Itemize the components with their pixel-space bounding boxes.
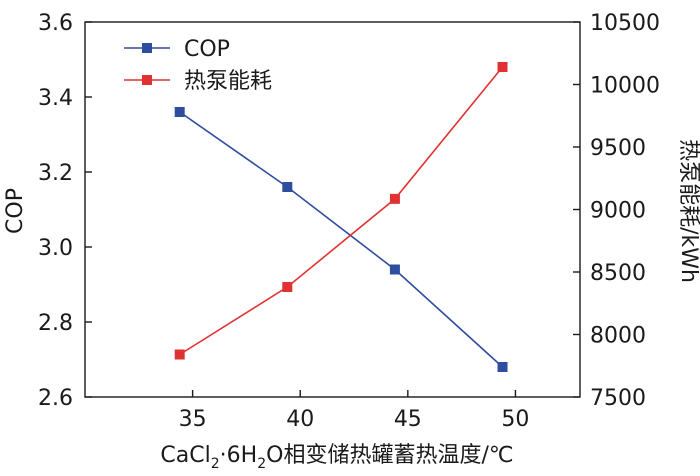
- y-right-axis-title: 热泵能耗/kWh: [676, 139, 700, 283]
- y-left-tick-label: 2.6: [38, 386, 73, 411]
- data-point-energy: [497, 62, 508, 72]
- y-right-tick-label: 9000: [590, 199, 646, 224]
- x-tick-label: 45: [394, 407, 422, 432]
- legend-label-cop: COP: [184, 37, 230, 62]
- series-line-cop: [179, 111, 504, 368]
- x-title-mid: ·6H: [220, 443, 258, 468]
- y-right-tick-label: 10000: [590, 74, 660, 99]
- y-left-tick-label: 2.8: [38, 311, 73, 336]
- x-axis-title: CaCl2·6H2O相变储热罐蓄热温度/℃: [160, 443, 513, 472]
- data-point-cop: [174, 107, 185, 117]
- legend-marker-energy: [142, 75, 152, 85]
- y-right-tick-label: 10500: [590, 11, 660, 36]
- y-left-axis-title: COP: [3, 188, 28, 234]
- series-line-energy: [179, 66, 504, 356]
- y-left-tick-label: 3.2: [38, 161, 73, 186]
- legend-marker-cop: [142, 43, 152, 53]
- y-right-tick-label: 8000: [590, 324, 646, 349]
- x-title-prefix: CaCl: [160, 443, 210, 468]
- data-point-energy: [282, 282, 293, 292]
- data-point-energy: [389, 193, 400, 204]
- legend-label-energy: 热泵能耗: [184, 69, 272, 94]
- y-right-tick-label: 9500: [590, 136, 646, 161]
- legend: COP 热泵能耗: [124, 37, 272, 94]
- x-title-suffix: O相变储热罐蓄热温度/℃: [266, 443, 513, 468]
- series-layer: [174, 62, 508, 372]
- y-right-tick-label: 7500: [590, 386, 646, 411]
- y-left-tick-label: 3.4: [38, 86, 73, 111]
- y-axis-left: 2.6 2.8 3.0 3.2 3.4 3.6: [38, 11, 92, 411]
- data-point-cop: [282, 182, 293, 192]
- x-title-sub1: 2: [211, 456, 220, 472]
- x-tick-label: 40: [286, 407, 314, 432]
- data-point-cop: [497, 362, 508, 372]
- data-point-energy: [174, 349, 185, 360]
- x-tick-label: 50: [501, 407, 529, 432]
- y-left-tick-label: 3.0: [38, 236, 73, 261]
- x-axis: 35 40 45 50: [179, 390, 529, 432]
- data-point-cop: [389, 264, 400, 275]
- plot-border: [84, 21, 581, 398]
- x-title-sub2: 2: [257, 456, 266, 472]
- y-left-tick-label: 3.6: [38, 11, 73, 36]
- y-axis-right: 7500 8000 8500 9000 9500 10000 10500: [573, 11, 660, 411]
- plot-frame: [84, 21, 581, 398]
- x-tick-label: 35: [179, 407, 207, 432]
- y-right-tick-label: 8500: [590, 261, 646, 286]
